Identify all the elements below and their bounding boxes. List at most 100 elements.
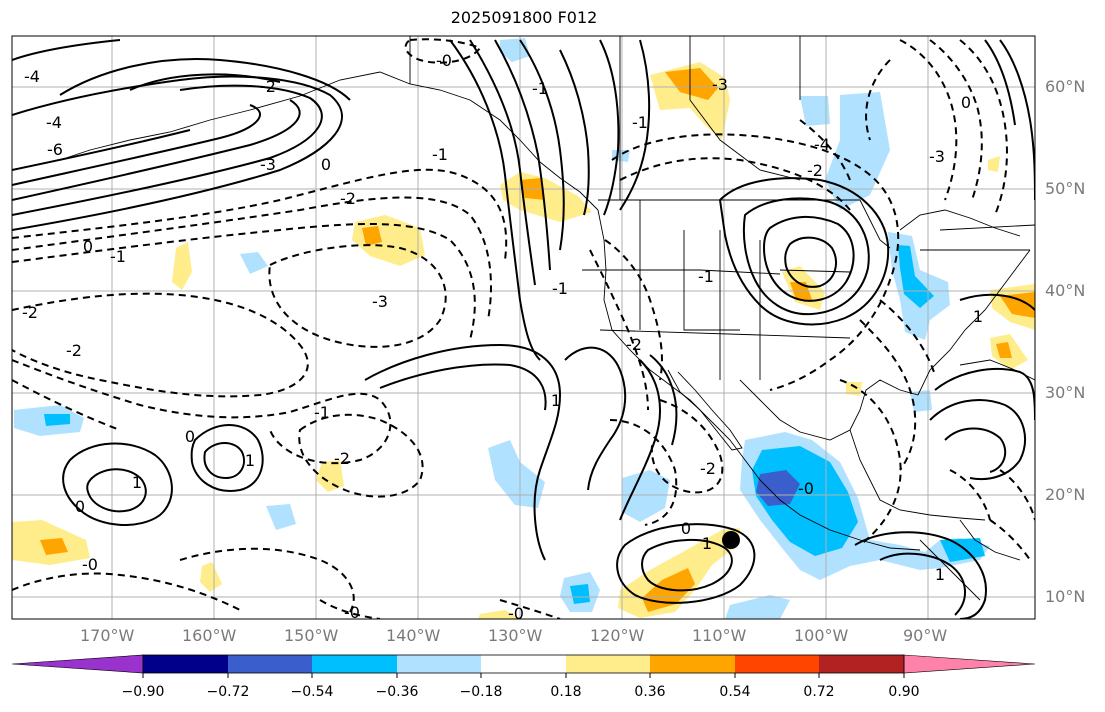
negative-anomaly-patch — [266, 504, 296, 530]
colorbar — [11, 654, 1036, 678]
longitude-label: 140°W — [386, 626, 441, 645]
map-title: 2025091800 F012 — [450, 8, 598, 27]
colorbar-frame — [142, 654, 905, 674]
latitude-label: 40°N — [1045, 281, 1086, 300]
colorbar-bin — [481, 655, 566, 673]
colorbar-tick-label: −0.18 — [459, 684, 503, 700]
positive-anomaly-patch — [362, 226, 382, 246]
positive-anomaly-patch — [665, 68, 718, 100]
negative-anomaly-patch — [756, 470, 800, 506]
contour-label: -2 — [334, 449, 350, 468]
negative-anomaly-patch — [622, 470, 670, 522]
colorbar-tick-label: 0.18 — [550, 684, 582, 700]
contour-label: -0 — [436, 51, 452, 70]
contour-label: -0 — [344, 603, 360, 622]
contour-label: -3 — [712, 75, 728, 94]
colorbar-tick-label: −0.90 — [121, 684, 165, 700]
contour-label: -2 — [66, 341, 82, 360]
negative-anomaly-patch — [800, 96, 830, 126]
negative-anomaly-patch — [898, 245, 934, 308]
longitude-label: 90°W — [903, 626, 948, 645]
longitude-label: 120°W — [590, 626, 645, 645]
negative-anomaly-patch — [44, 414, 70, 426]
solid-contours — [12, 39, 1035, 619]
colorbar-tick-label: −0.54 — [290, 684, 334, 700]
contour-label: -2 — [626, 335, 642, 354]
colorbar-tick-label: 0.54 — [719, 684, 751, 700]
contour-label: -3 — [929, 147, 945, 166]
latitude-label: 60°N — [1045, 77, 1086, 96]
contour-label: 1 — [245, 451, 255, 470]
colorbar-tick-label: 0.90 — [888, 684, 920, 700]
longitude-label: 150°W — [284, 626, 339, 645]
colorbar-bin — [735, 655, 819, 673]
map-content — [12, 36, 1035, 619]
contour-labels: -4 -2 -4 -6 -3 0 -2 -1 0 -1 -3 -2 -2 -0 … — [22, 51, 983, 623]
latitude-label: 30°N — [1045, 383, 1086, 402]
contour-label: -0 — [798, 479, 814, 498]
colorbar-tick-label: −0.36 — [375, 684, 419, 700]
positive-anomaly-patch — [988, 156, 1000, 172]
contour-label: -6 — [47, 140, 63, 159]
positive-anomaly-patch — [846, 382, 862, 396]
contour-label: 0 — [321, 155, 331, 174]
positive-anomaly-patch — [40, 538, 68, 555]
longitude-label: 100°W — [794, 626, 849, 645]
contour-label: 0 — [75, 497, 85, 516]
contour-label: -3 — [372, 292, 388, 311]
colorbar-bin — [228, 655, 312, 673]
colorbar-bin — [312, 655, 397, 673]
longitude-label: 170°W — [80, 626, 135, 645]
colorbar-tick-label: −0.72 — [206, 684, 250, 700]
contour-label: 0 — [961, 93, 971, 112]
longitude-label: 130°W — [488, 626, 543, 645]
negative-anomaly-patch — [825, 92, 890, 210]
colorbar-tick-marks — [142, 673, 905, 678]
contour-label: -2 — [700, 459, 716, 478]
colorbar-tick-label: 0.36 — [634, 684, 666, 700]
contour-label: -1 — [110, 247, 126, 266]
negative-anomaly-patch — [240, 252, 268, 274]
contour-label: -4 — [46, 113, 62, 132]
contour-label: -1 — [698, 267, 714, 286]
positive-anomaly-patch — [478, 610, 520, 619]
longitude-label: 160°W — [182, 626, 237, 645]
contour-label: -1 — [314, 403, 330, 422]
contour-label: -1 — [532, 79, 548, 98]
colorbar-bin — [397, 655, 481, 673]
anomaly-shading — [12, 38, 1035, 619]
negative-anomaly-patch — [488, 440, 545, 508]
colorbar-extend-max — [903, 654, 1036, 674]
contour-label: -2 — [22, 303, 38, 322]
contour-label: 0 — [185, 427, 195, 446]
dashed-contours — [12, 38, 1035, 619]
contour-label: -0 — [82, 555, 98, 574]
colorbar-extend-min — [11, 654, 144, 674]
positive-anomaly-patch — [172, 242, 192, 290]
contour-label: 1 — [935, 565, 945, 584]
colorbar-tick-label: 0.72 — [803, 684, 835, 700]
negative-anomaly-patch — [570, 584, 590, 604]
longitude-label: 110°W — [692, 626, 747, 645]
colorbar-bin — [819, 655, 904, 673]
positive-anomaly-patch — [996, 342, 1012, 358]
positive-anomaly-patch — [200, 562, 222, 592]
negative-anomaly-patch — [940, 538, 985, 562]
contour-label: -1 — [552, 279, 568, 298]
map-frame — [11, 35, 1036, 620]
contour-label: -0 — [508, 604, 524, 623]
colorbar-bin — [566, 655, 650, 673]
storm-center-marker — [722, 531, 740, 549]
contour-label: 1 — [702, 534, 712, 553]
contour-label: -2 — [340, 189, 356, 208]
positive-anomaly-patch — [316, 460, 344, 492]
contour-label: -2 — [807, 161, 823, 180]
contour-label: 1 — [973, 307, 983, 326]
negative-anomaly-patch — [725, 595, 790, 619]
contour-label: 1 — [132, 473, 142, 492]
contour-label: -4 — [814, 135, 830, 154]
negative-anomaly-patch — [910, 390, 932, 412]
contour-label: -4 — [24, 67, 40, 86]
positive-anomaly-patch — [1000, 292, 1035, 318]
